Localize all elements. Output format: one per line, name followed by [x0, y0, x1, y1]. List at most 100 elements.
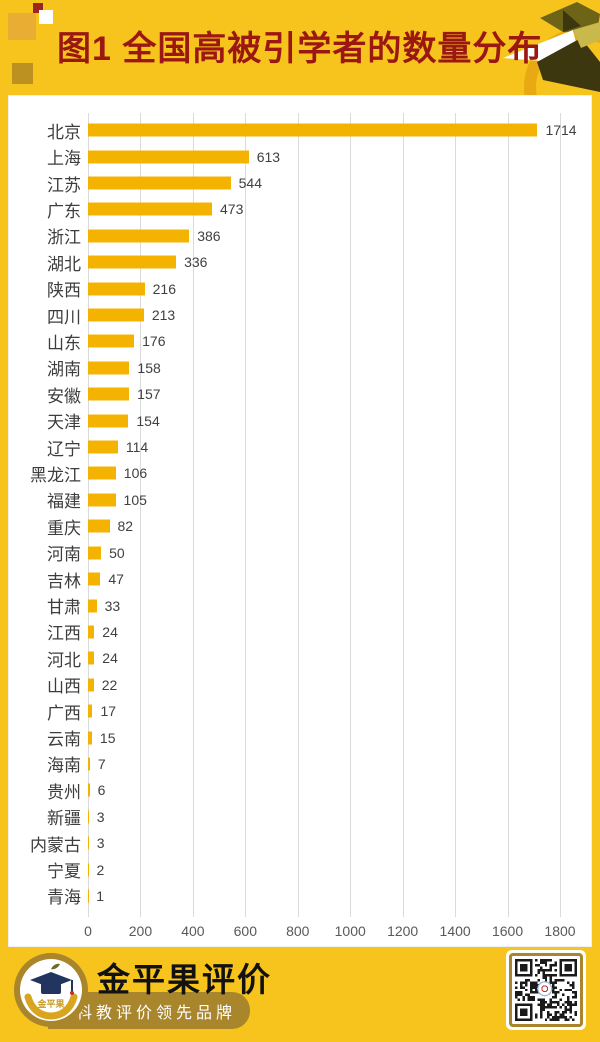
value-label: 3 [96, 835, 105, 852]
value-label: 176 [142, 333, 166, 350]
value-label: 24 [102, 650, 118, 667]
value-label: 157 [137, 386, 161, 403]
gridline [455, 113, 457, 917]
bar-track: 114 [88, 434, 560, 460]
chart-row: 新疆 3 [10, 804, 560, 830]
bar [88, 229, 190, 243]
bar [88, 678, 94, 692]
x-tick-label: 1800 [544, 923, 576, 939]
bar-rows: 北京 1714 上海 613 江苏 544 广东 473 浙江 386 湖北 336 陕西 216 四川 21… [10, 117, 577, 909]
brand-slogan: 科教评价领先品牌 [75, 1004, 236, 1022]
bar-track: 154 [88, 407, 560, 433]
bar-track: 7 [88, 751, 560, 777]
bar-track: 47 [88, 566, 560, 592]
x-axis-ticks: 0 200 400 600 800 1000 1200 1400 1600 1800 [84, 923, 575, 943]
chart-row: 广东 473 [10, 196, 560, 222]
bar-track: 176 [88, 328, 560, 354]
value-label: 1 [96, 887, 105, 904]
chart-row: 上海 613 [10, 143, 560, 169]
bar [88, 863, 89, 877]
chart-row: 湖北 336 [10, 249, 560, 275]
bar-track: 613 [88, 143, 560, 169]
gridline [245, 113, 247, 917]
category-label: 广西 [47, 703, 81, 723]
bar-track: 2 [88, 856, 560, 882]
bar [88, 414, 129, 428]
value-label: 216 [152, 280, 176, 297]
gridline [297, 113, 299, 917]
chart-row: 北京 1714 [10, 117, 577, 143]
value-label: 24 [102, 623, 118, 640]
svg-text:金平果: 金平果 [36, 998, 65, 1009]
qr-code [506, 950, 586, 1030]
value-label: 158 [137, 359, 161, 376]
paper-airplane-icon [503, 2, 600, 92]
bar-track: 336 [88, 249, 560, 275]
category-label: 江西 [47, 624, 81, 644]
x-tick-label: 200 [128, 923, 153, 939]
chart-row: 安徽 157 [10, 381, 560, 407]
chart-row: 甘肃 33 [10, 592, 560, 618]
category-label: 宁夏 [47, 862, 81, 882]
chart-row: 黑龙江 106 [10, 460, 560, 486]
category-label: 湖南 [47, 360, 81, 380]
footer: 科教评价领先品牌 金平果 金平果评价 [0, 947, 600, 1042]
x-tick-label: 400 [181, 923, 205, 939]
decor-square-orange [8, 13, 36, 40]
value-label: 336 [184, 254, 208, 271]
chart-row: 河南 50 [10, 540, 560, 566]
chart-row: 四川 213 [10, 302, 560, 328]
bar-track: 216 [88, 275, 560, 301]
category-label: 内蒙古 [30, 835, 81, 855]
bar [88, 651, 95, 665]
chart-row: 湖南 158 [10, 355, 560, 381]
bar [88, 176, 231, 190]
decor-square-red [33, 3, 43, 13]
chart-row: 河北 24 [10, 645, 560, 671]
bar-track: 157 [88, 381, 560, 407]
value-label: 7 [97, 755, 106, 772]
value-label: 105 [123, 491, 147, 508]
x-tick-label: 0 [84, 923, 92, 939]
value-label: 2 [96, 861, 105, 878]
chart-row: 宁夏 2 [10, 856, 560, 882]
bar-track: 3 [88, 830, 560, 856]
category-label: 北京 [47, 122, 81, 142]
value-label: 386 [197, 227, 221, 244]
gridlines [88, 113, 561, 917]
category-label: 安徽 [47, 386, 81, 406]
value-label: 3 [96, 808, 105, 825]
bar-track: 24 [88, 619, 560, 645]
gridline [507, 113, 509, 917]
chart-row: 山东 176 [10, 328, 560, 354]
chart-row: 贵州 6 [10, 777, 560, 803]
x-tick-label: 1600 [491, 923, 524, 939]
category-label: 海南 [47, 756, 81, 776]
chart-row: 江西 24 [10, 619, 560, 645]
qr-frame [509, 953, 583, 1027]
chart-row: 浙江 386 [10, 223, 560, 249]
category-label: 湖北 [47, 254, 81, 274]
bar [88, 202, 213, 216]
bar [88, 757, 90, 771]
gridline [88, 113, 89, 917]
category-label: 江苏 [47, 175, 81, 195]
value-label: 106 [123, 465, 148, 482]
brand-logo: 金平果 [14, 953, 88, 1027]
bar [88, 731, 92, 745]
bar-track: 6 [88, 777, 560, 803]
category-label: 黑龙江 [30, 465, 81, 485]
bar [88, 361, 130, 375]
chart-row: 辽宁 114 [10, 434, 560, 460]
chart-row: 吉林 47 [10, 566, 560, 592]
bar-track: 50 [88, 540, 560, 566]
category-label: 云南 [47, 730, 81, 750]
decor-square-white [39, 10, 53, 24]
bar-track: 17 [88, 698, 560, 724]
value-label: 47 [108, 571, 124, 588]
gridline [140, 113, 142, 917]
gridline [560, 113, 561, 917]
chart-row: 内蒙古 3 [10, 830, 560, 856]
value-label: 213 [151, 307, 176, 324]
bar [88, 466, 116, 480]
